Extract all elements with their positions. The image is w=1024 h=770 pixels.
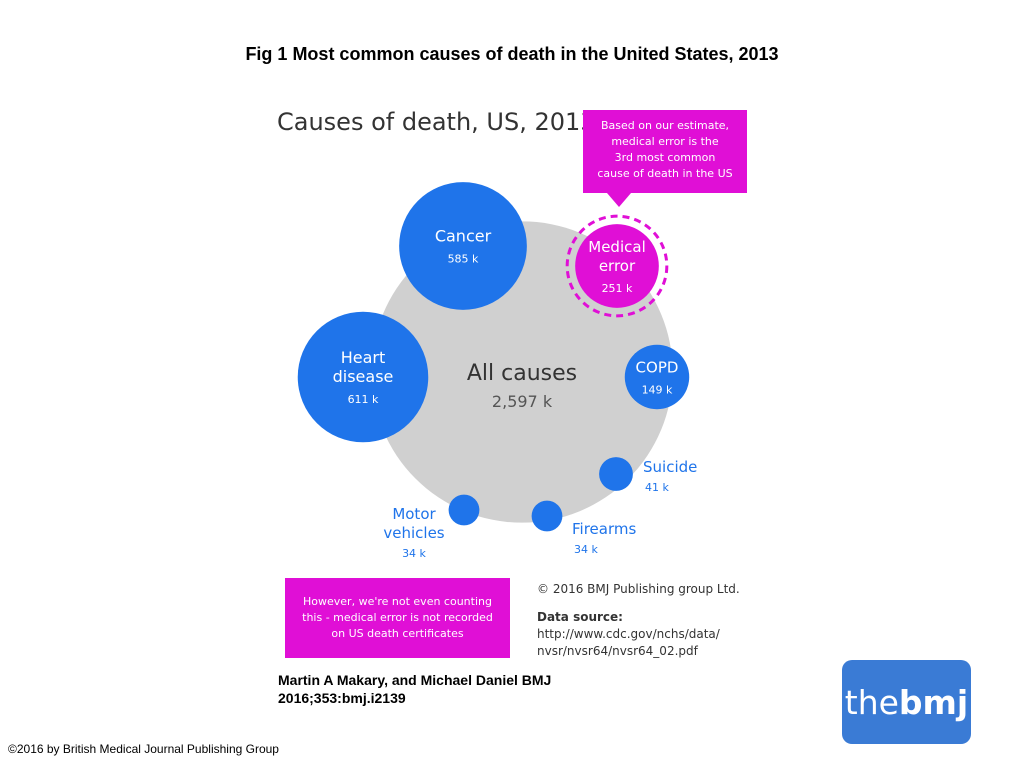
bubble-cancer-value: 585 k: [448, 253, 479, 266]
callout-top-line: cause of death in the US: [597, 167, 733, 180]
callout-top-pointer: [607, 193, 631, 207]
bubble-copd-label: COPD: [636, 359, 679, 377]
callout-bottom-line: on US death certificates: [331, 627, 464, 640]
chart-copyright: © 2016 BMJ Publishing group Ltd.: [537, 582, 740, 596]
bubble-suicide: [599, 457, 633, 491]
bubble-cancer-label: Cancer: [435, 227, 492, 246]
figure-title: Fig 1 Most common causes of death in the…: [245, 44, 779, 64]
bubble-heart-disease-label: disease: [333, 367, 394, 386]
bubble-motor-vehicles-value: 34 k: [402, 547, 426, 560]
bubble-medical-error-label: error: [599, 257, 636, 275]
bubble-suicide-label: Suicide: [643, 458, 697, 476]
callout-bottom-line: this - medical error is not recorded: [302, 611, 493, 624]
callout-bottom-line: However, we're not even counting: [303, 595, 492, 608]
data-source-url-line: nvsr/nvsr64/nvsr64_02.pdf: [537, 644, 698, 658]
bubble-all-causes-value: 2,597 k: [492, 392, 553, 411]
bubble-copd: [624, 344, 690, 410]
citation-line: 2016;353:bmj.i2139: [278, 690, 406, 706]
bubble-heart-disease-label: Heart: [341, 348, 386, 367]
citation: Martin A Makary, and Michael Daniel BMJ …: [278, 671, 608, 707]
bmj-logo-prefix: the: [844, 682, 899, 722]
footer-copyright: ©2016 by British Medical Journal Publish…: [8, 742, 279, 756]
data-source-url-line: http://www.cdc.gov/nchs/data/: [537, 627, 720, 641]
bubble-medical-error-label: Medical: [588, 238, 645, 256]
callout-top-line: Based on our estimate,: [600, 119, 730, 132]
callout-not-counted: However, we're not even counting this - …: [285, 578, 510, 658]
bubble-firearms-label: Firearms: [572, 520, 636, 538]
bmj-logo: the bmj: [842, 660, 971, 744]
callout-top-line: medical error is the: [611, 135, 719, 148]
bubble-heart-disease: [297, 311, 429, 443]
bubble-all-causes-label: All causes: [467, 361, 577, 386]
bubble-firearms: [531, 500, 563, 532]
bmj-logo-bold: bmj: [898, 682, 969, 722]
bubble-motor-vehicles-label: Motor: [392, 505, 436, 523]
callout-top-line: 3rd most common: [614, 151, 716, 164]
citation-line: Martin A Makary, and Michael Daniel BMJ: [278, 672, 552, 688]
bubble-cancer: [399, 182, 527, 310]
data-source-url: http://www.cdc.gov/nchs/data/ nvsr/nvsr6…: [537, 626, 737, 660]
bubble-copd-value: 149 k: [642, 384, 673, 397]
bubble-suicide-value: 41 k: [645, 481, 669, 494]
bubble-motor-vehicles: [448, 494, 480, 526]
chart-title: Causes of death, US, 2013: [277, 108, 596, 136]
bubble-heart-disease-value: 611 k: [348, 393, 379, 406]
bubble-medical-error-value: 251 k: [602, 282, 633, 295]
data-source-label: Data source:: [537, 610, 623, 624]
bubble-motor-vehicles-label: vehicles: [383, 524, 444, 542]
bubble-firearms-value: 34 k: [574, 543, 598, 556]
bubble-medical-error-ring: [565, 214, 669, 318]
bubble-medical-error: [575, 224, 659, 308]
callout-medical-error-estimate: Based on our estimate, medical error is …: [583, 110, 747, 193]
